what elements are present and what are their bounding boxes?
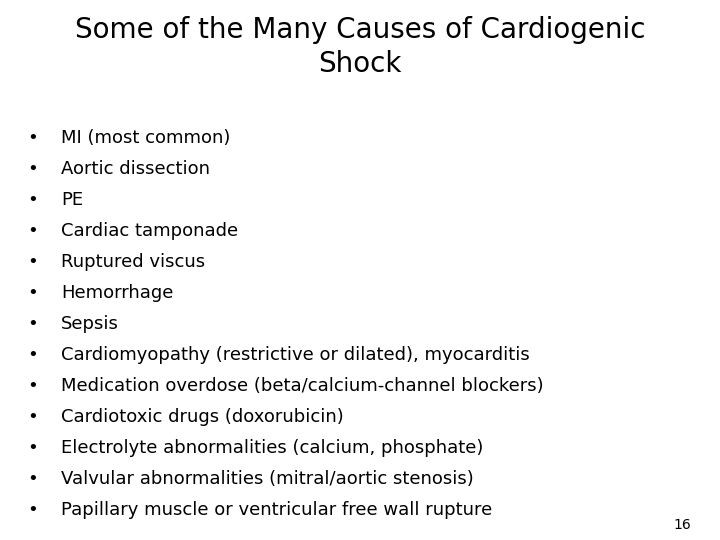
Text: •: • <box>27 222 37 240</box>
Text: MI (most common): MI (most common) <box>61 129 230 147</box>
Text: •: • <box>27 191 37 209</box>
Text: •: • <box>27 129 37 147</box>
Text: Sepsis: Sepsis <box>61 315 119 333</box>
Text: Medication overdose (beta/calcium-channel blockers): Medication overdose (beta/calcium-channe… <box>61 377 544 395</box>
Text: Cardiotoxic drugs (doxorubicin): Cardiotoxic drugs (doxorubicin) <box>61 408 344 426</box>
Text: Papillary muscle or ventricular free wall rupture: Papillary muscle or ventricular free wal… <box>61 501 492 519</box>
Text: •: • <box>27 284 37 302</box>
Text: •: • <box>27 408 37 426</box>
Text: 16: 16 <box>673 518 691 532</box>
Text: Aortic dissection: Aortic dissection <box>61 160 210 178</box>
Text: Electrolyte abnormalities (calcium, phosphate): Electrolyte abnormalities (calcium, phos… <box>61 439 484 457</box>
Text: •: • <box>27 377 37 395</box>
Text: •: • <box>27 160 37 178</box>
Text: Some of the Many Causes of Cardiogenic
Shock: Some of the Many Causes of Cardiogenic S… <box>75 16 645 78</box>
Text: PE: PE <box>61 191 84 209</box>
Text: Cardiomyopathy (restrictive or dilated), myocarditis: Cardiomyopathy (restrictive or dilated),… <box>61 346 530 364</box>
Text: Hemorrhage: Hemorrhage <box>61 284 174 302</box>
Text: •: • <box>27 346 37 364</box>
Text: Cardiac tamponade: Cardiac tamponade <box>61 222 238 240</box>
Text: Valvular abnormalities (mitral/aortic stenosis): Valvular abnormalities (mitral/aortic st… <box>61 470 474 488</box>
Text: •: • <box>27 253 37 271</box>
Text: •: • <box>27 439 37 457</box>
Text: •: • <box>27 470 37 488</box>
Text: •: • <box>27 315 37 333</box>
Text: Ruptured viscus: Ruptured viscus <box>61 253 205 271</box>
Text: •: • <box>27 501 37 519</box>
